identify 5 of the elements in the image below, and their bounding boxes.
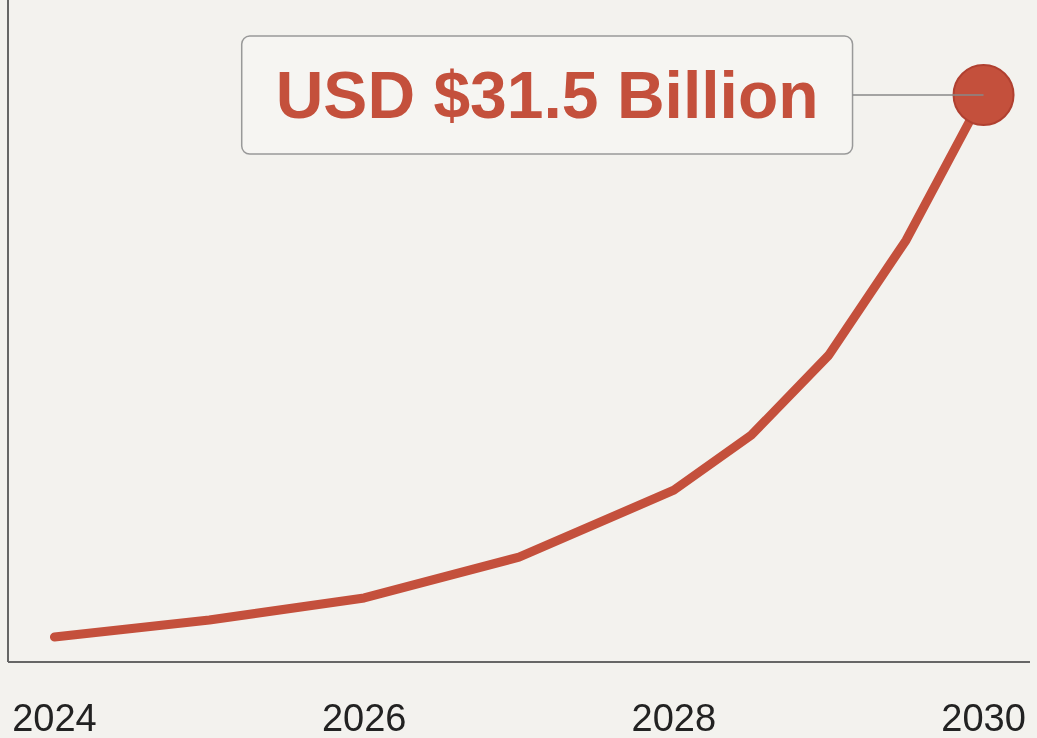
x-tick-label: 2030 <box>941 697 1026 738</box>
annotation: USD $31.5 Billion <box>275 58 819 133</box>
x-tick-label: 2024 <box>12 697 97 738</box>
x-tick-label: 2026 <box>321 697 407 738</box>
x-tick-label: 2028 <box>631 697 717 738</box>
